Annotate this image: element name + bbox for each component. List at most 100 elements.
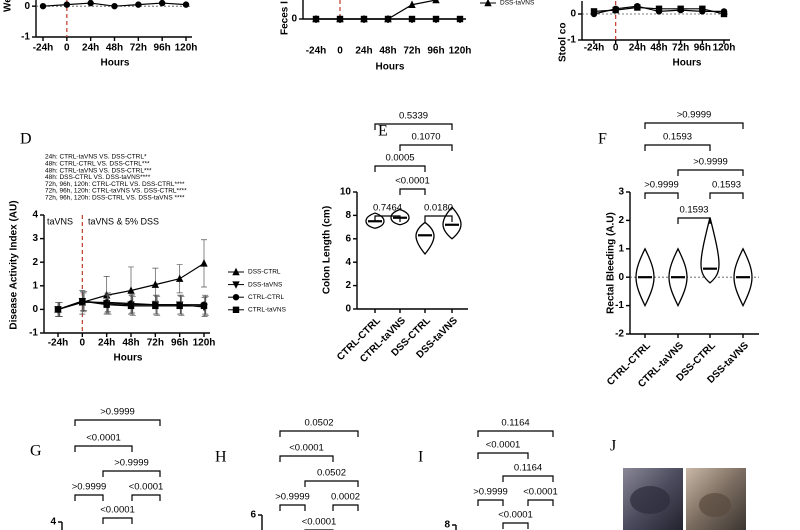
significance-bracket bbox=[477, 430, 554, 437]
p-value: <0.0001 bbox=[289, 443, 324, 454]
point bbox=[432, 0, 440, 4]
panel: G 4 >0.9999 <0.0001 >0.9999 >0.9999 <0.0001 <0.… bbox=[30, 407, 163, 530]
panel-label: I bbox=[418, 449, 423, 466]
annotation: 72h, 96h, 120h: CTRL-taVNS VS. DSS-CTRL*… bbox=[45, 188, 187, 195]
point bbox=[175, 274, 184, 282]
p-value: 0.0180 bbox=[424, 203, 453, 214]
point bbox=[634, 4, 641, 11]
point bbox=[63, 1, 71, 8]
point bbox=[176, 302, 183, 310]
point bbox=[111, 2, 118, 10]
point bbox=[360, 14, 368, 23]
x-tick-label: 72h bbox=[130, 43, 147, 54]
y-axis-label: Stool co bbox=[558, 23, 569, 62]
photo-detail bbox=[699, 493, 731, 517]
significance-bracket bbox=[502, 475, 554, 482]
y-tick-label: 1 bbox=[32, 280, 38, 291]
p-value: >0.9999 bbox=[114, 458, 149, 469]
phase-label: taVNS bbox=[47, 216, 73, 226]
point bbox=[39, 2, 47, 10]
panel-label: E bbox=[378, 123, 388, 140]
y-tick-label: 0 bbox=[24, 1, 30, 12]
panel-label: H bbox=[215, 449, 227, 466]
point bbox=[103, 301, 110, 308]
panel: 0 -1 We -24h 0 24h 48h 72h 96h 120h Hours bbox=[3, 0, 198, 69]
p-value: 0.0002 bbox=[331, 492, 360, 503]
point bbox=[54, 306, 62, 313]
point bbox=[484, 0, 492, 7]
y-tick-label: 0 bbox=[291, 14, 297, 25]
x-tick-label: 48h bbox=[650, 43, 667, 54]
significance-bracket bbox=[502, 522, 529, 529]
x-tick-label: 24h bbox=[355, 46, 372, 57]
x-tick-label: 120h bbox=[175, 43, 198, 54]
point bbox=[232, 294, 240, 301]
y-tick-label: 4 bbox=[345, 257, 351, 268]
y-tick-label: -1 bbox=[567, 35, 576, 46]
point bbox=[87, 0, 94, 7]
legend-label: DSS-taVNS bbox=[500, 0, 535, 7]
y-tick-label: -1 bbox=[21, 32, 30, 43]
p-value: 0.1593 bbox=[663, 132, 692, 143]
y-tick-label: -2 bbox=[615, 329, 624, 340]
p-value: 0.0502 bbox=[304, 418, 333, 429]
violin bbox=[415, 221, 435, 256]
y-tick-label: 0 bbox=[345, 304, 351, 315]
point bbox=[232, 306, 240, 313]
point bbox=[127, 302, 135, 310]
p-value: <0.0001 bbox=[498, 510, 533, 521]
significance-bracket bbox=[527, 499, 554, 506]
point bbox=[432, 15, 440, 23]
x-tick-label: 0 bbox=[64, 43, 70, 54]
point bbox=[151, 280, 160, 288]
x-tick-label: 48h bbox=[379, 46, 396, 57]
x-axis-label: Hours bbox=[101, 58, 130, 69]
annotation: 72h, 96h, 120h: CTRL-CTRL VS. DSS-CTRL**… bbox=[45, 181, 185, 188]
x-axis-label: Hours bbox=[114, 353, 143, 364]
point bbox=[232, 281, 240, 289]
significance-bracket bbox=[644, 192, 679, 199]
point bbox=[79, 297, 86, 305]
p-value: 0.7464 bbox=[373, 203, 402, 214]
annotation: 48h: DSS-CTRL VS. DSS-taVNS**** bbox=[45, 174, 151, 181]
x-axis-label: Hours bbox=[673, 58, 702, 69]
panel: J bbox=[610, 438, 616, 455]
series-line bbox=[316, 0, 437, 20]
p-value: >0.9999 bbox=[72, 482, 107, 493]
point bbox=[135, 1, 142, 8]
annotation: 48h: CTRL-taVNS VS. DSS-CTRL*** bbox=[45, 167, 152, 174]
legend-label: DSS-CTRL bbox=[248, 269, 281, 276]
significance-bracket bbox=[74, 419, 161, 426]
p-value: <0.0001 bbox=[302, 517, 337, 528]
y-tick-label: 0 bbox=[618, 272, 624, 283]
annotation: 24h: CTRL-taVNS VS. DSS-CTRL* bbox=[45, 154, 147, 161]
photo-panel bbox=[623, 468, 746, 530]
x-tick-label: 120h bbox=[193, 338, 216, 349]
point bbox=[232, 267, 240, 276]
significance-bracket bbox=[399, 144, 453, 151]
significance-bracket bbox=[677, 217, 711, 224]
photo-detail bbox=[630, 486, 670, 514]
significance-bracket bbox=[644, 122, 744, 129]
significance-bracket bbox=[424, 215, 453, 222]
y-tick-label: -1 bbox=[615, 300, 624, 311]
significance-bracket bbox=[477, 499, 504, 506]
significance-bracket bbox=[644, 144, 711, 151]
point bbox=[720, 10, 728, 18]
significance-bracket bbox=[332, 504, 359, 511]
point bbox=[590, 8, 598, 15]
panel: I 8 0.1164 <0.0001 0.1164 >0.9999 <0.0001 <0.00… bbox=[418, 418, 558, 530]
x-tick-label: 0 bbox=[613, 43, 619, 54]
significance-bracket bbox=[399, 188, 426, 195]
point bbox=[612, 6, 619, 14]
p-value: 0.1164 bbox=[501, 418, 529, 429]
x-tick-label: -24h bbox=[306, 46, 327, 57]
y-tick-label: 4 bbox=[50, 517, 56, 528]
p-value: 0.0502 bbox=[317, 468, 346, 479]
significance-bracket bbox=[279, 455, 334, 462]
y-tick-label: 0 bbox=[32, 304, 38, 315]
legend-label: CTRL-taVNS bbox=[248, 307, 287, 314]
y-tick-label: 2 bbox=[32, 257, 38, 268]
